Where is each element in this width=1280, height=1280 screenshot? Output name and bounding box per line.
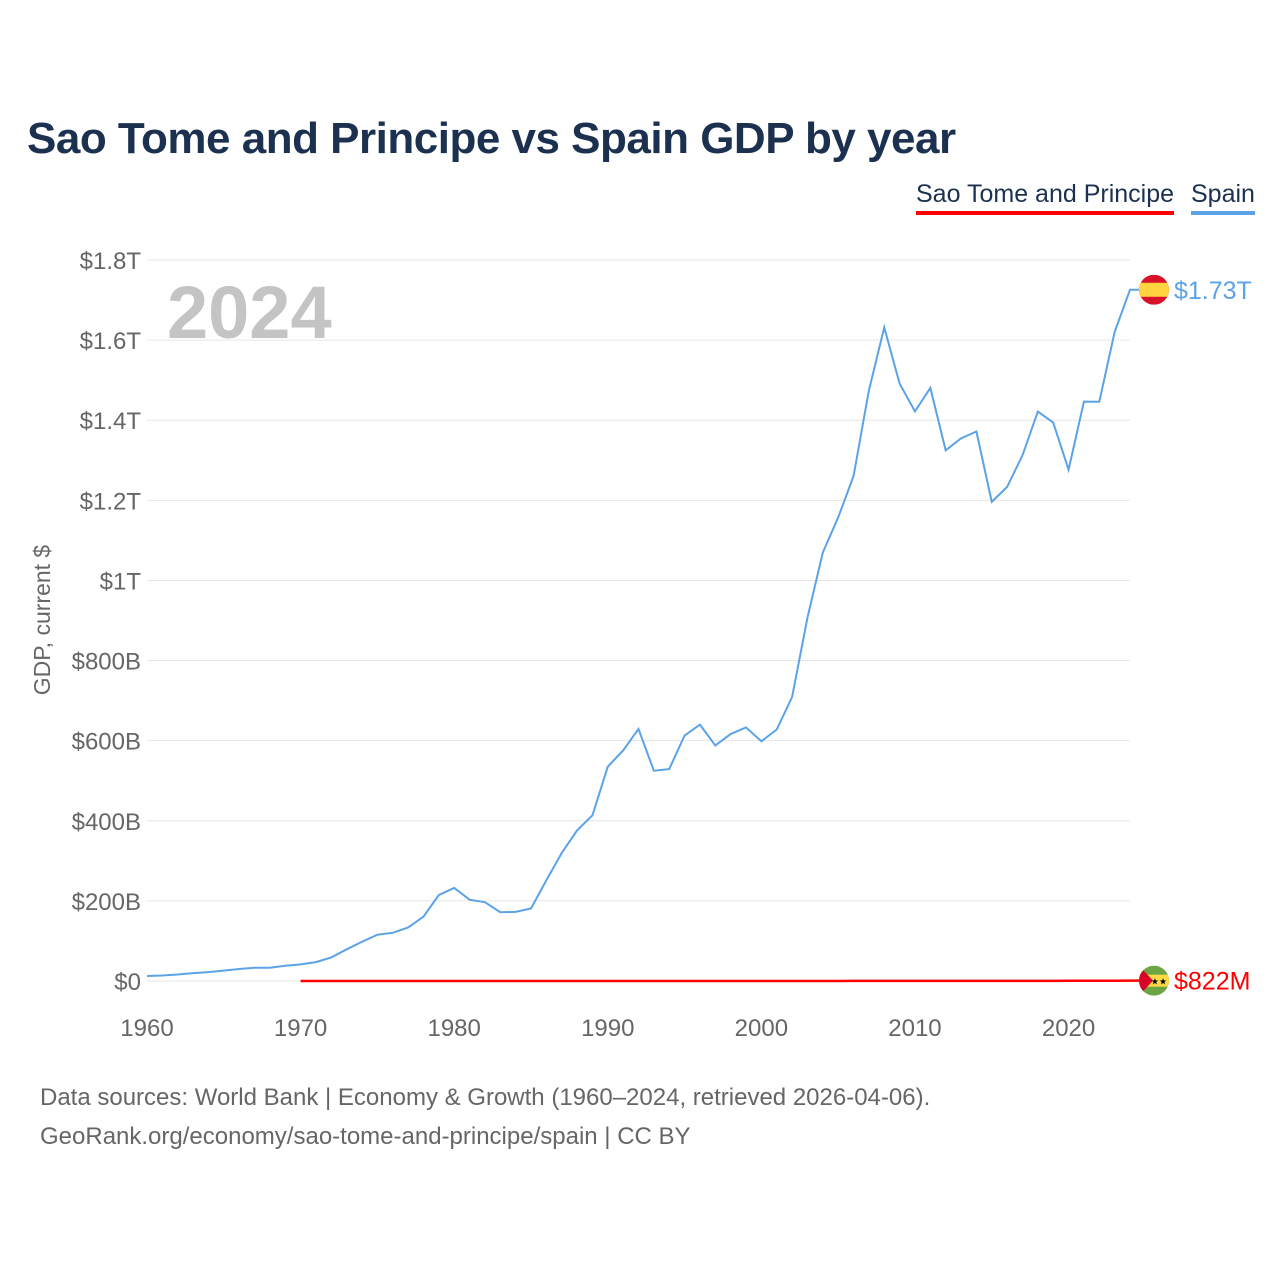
x-tick-label: 2020	[1042, 1015, 1095, 1042]
x-tick-label: 1990	[581, 1015, 634, 1042]
chart-title: Sao Tome and Principe vs Spain GDP by ye…	[27, 114, 956, 163]
legend-sao-tome-and-principe[interactable]: Sao Tome and Principe	[916, 180, 1175, 215]
y-tick-label: $0	[114, 969, 141, 996]
y-tick-label: $800B	[72, 649, 141, 676]
y-tick-label: $1T	[100, 568, 142, 595]
svg-text:★★: ★★	[1151, 977, 1167, 987]
x-tick-label: 1980	[427, 1015, 480, 1042]
footer-sources: Data sources: World Bank | Economy & Gro…	[40, 1084, 931, 1111]
y-tick-label: $400B	[72, 809, 141, 836]
footer-link[interactable]: GeoRank.org/economy/sao-tome-and-princip…	[40, 1123, 691, 1150]
y-tick-label: $200B	[72, 889, 141, 916]
legend-spain[interactable]: Spain	[1191, 180, 1255, 215]
end-value-label-sao-tome-and-principe: $822M	[1174, 968, 1250, 996]
x-tick-label: 2000	[735, 1015, 788, 1042]
x-tick-label: 1960	[120, 1015, 173, 1042]
spain-flag-icon	[1139, 274, 1169, 305]
y-tick-label: $1.2T	[80, 488, 142, 515]
y-tick-label: $600B	[72, 729, 141, 756]
y-tick-label: $1.4T	[80, 408, 142, 435]
end-value-label-spain: $1.73T	[1174, 277, 1252, 305]
y-axis-label: GDP, current $	[29, 545, 55, 696]
y-tick-label: $1.6T	[80, 328, 142, 355]
year-watermark: 2024	[167, 271, 332, 354]
x-tick-label: 1970	[274, 1015, 327, 1042]
series-line-spain	[146, 288, 1140, 978]
x-tick-label: 2010	[888, 1015, 941, 1042]
y-tick-label: $1.8T	[80, 248, 142, 275]
sao-tome-and-principe-flag-icon: ★★	[1139, 965, 1169, 996]
